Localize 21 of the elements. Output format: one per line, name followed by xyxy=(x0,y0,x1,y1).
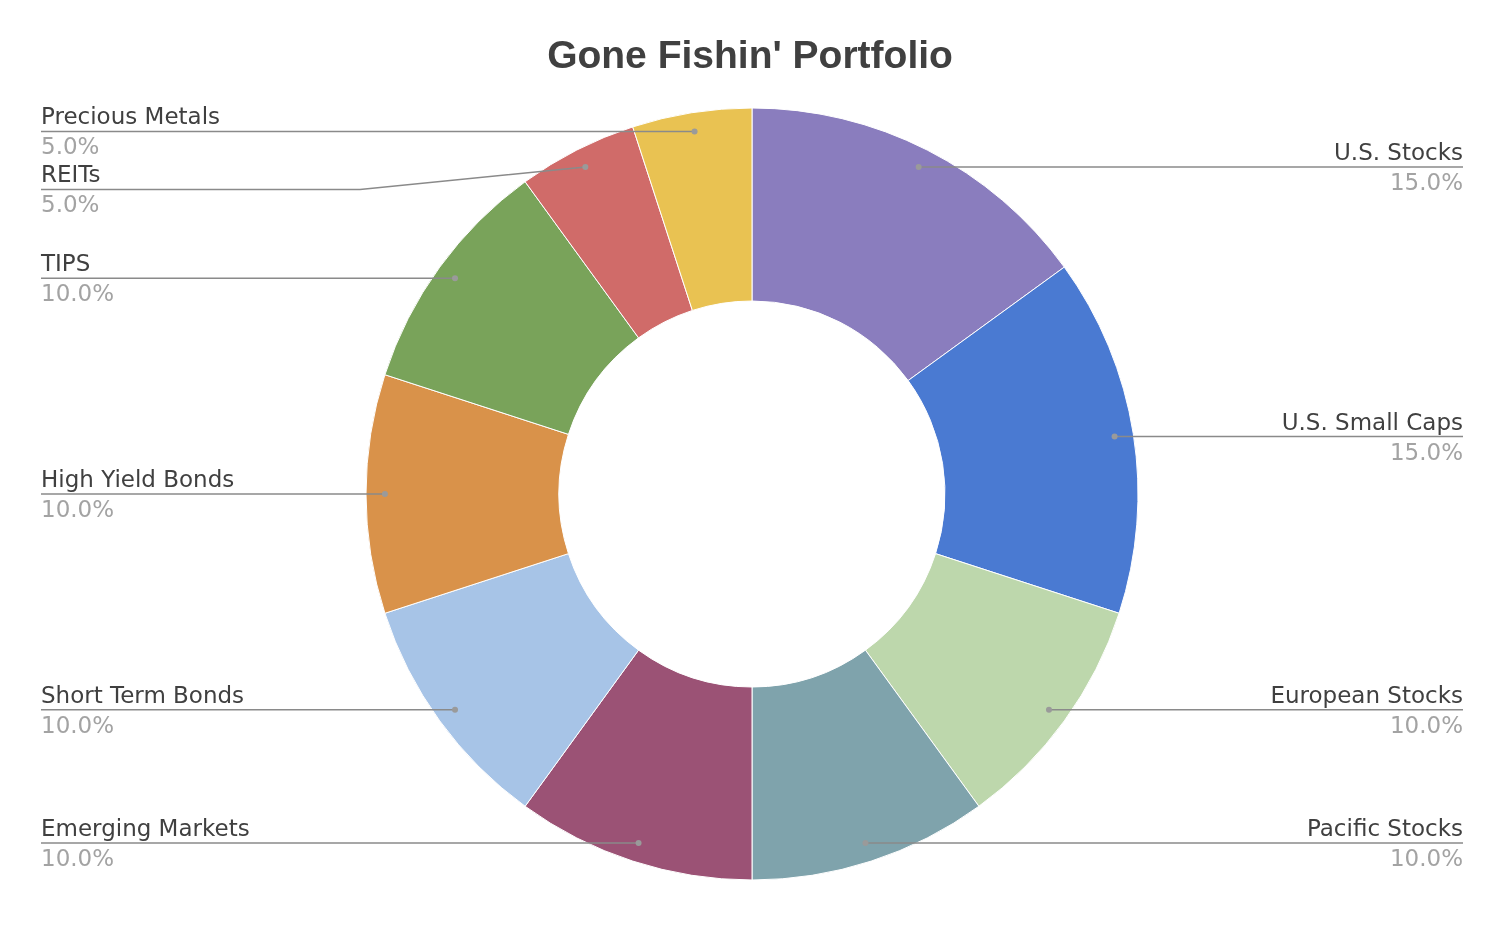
data-label: 15.0% xyxy=(1389,438,1463,465)
slice-label: REITs xyxy=(41,161,101,188)
data-label: 10.0% xyxy=(41,496,115,522)
slice-label: U.S. Stocks xyxy=(1333,138,1463,165)
slice-label: U.S. Small Caps xyxy=(1281,408,1463,435)
data-label: 10.0% xyxy=(1389,845,1463,872)
data-label: 5.0% xyxy=(41,133,100,160)
data-label: 10.0% xyxy=(41,845,115,872)
slice-label: Pacific Stocks xyxy=(1306,815,1463,842)
data-label: 10.0% xyxy=(41,711,115,738)
data-label: 10.0% xyxy=(1389,711,1463,738)
chart-title: Gone Fishin' Portfolio xyxy=(546,32,954,78)
slice-label: High Yield Bonds xyxy=(41,466,235,492)
data-label: 10.0% xyxy=(41,280,115,307)
slice-label: European Stocks xyxy=(1270,681,1463,708)
slice-label: Short Term Bonds xyxy=(41,681,245,708)
slice-label: Emerging Markets xyxy=(41,815,250,842)
slice-label: TIPS xyxy=(40,250,91,277)
data-label: 15.0% xyxy=(1389,168,1463,195)
data-label: 5.0% xyxy=(41,191,100,218)
slice-label: Precious Metals xyxy=(41,103,221,130)
